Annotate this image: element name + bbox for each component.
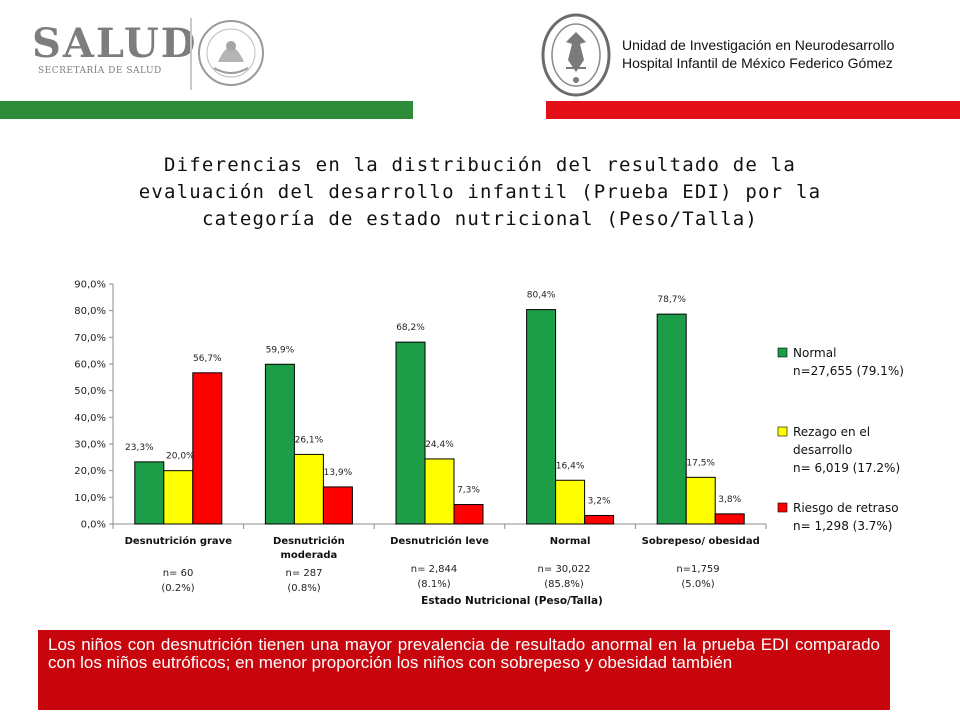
bar <box>192 372 223 525</box>
category-count: (8.1%) <box>417 579 450 590</box>
bar <box>526 309 557 525</box>
data-label: 56,7% <box>193 354 222 364</box>
conclusion-text: Los niños con desnutrición tienen una ma… <box>48 635 880 672</box>
data-label: 24,4% <box>425 440 454 450</box>
y-tick-label: 40,0% <box>74 413 106 424</box>
unit-info: Unidad de Investigación en Neurodesarrol… <box>622 36 894 72</box>
legend-label: Normal <box>793 346 836 360</box>
data-label: 13,9% <box>324 468 353 478</box>
data-label: 3,2% <box>588 496 611 506</box>
conclusion-box: Los niños con desnutrición tienen una ma… <box>38 630 890 710</box>
chart-bars <box>134 309 745 525</box>
header-green-bar <box>0 101 413 119</box>
category-count: (0.8%) <box>287 583 320 594</box>
category-count: n= 2,844 <box>411 564 458 575</box>
bar <box>134 461 165 525</box>
y-tick-label: 80,0% <box>74 306 106 317</box>
y-tick-label: 0,0% <box>81 520 106 531</box>
legend-label: n= 6,019 (17.2%) <box>793 461 900 475</box>
bar <box>656 313 687 525</box>
bar <box>424 458 455 525</box>
unit-line-2: Hospital Infantil de México Federico Góm… <box>622 55 893 71</box>
y-tick-label: 20,0% <box>74 466 106 477</box>
category-label: Desnutrición grave <box>125 535 233 547</box>
y-tick-label: 10,0% <box>74 493 106 504</box>
x-axis-title: Estado Nutricional (Peso/Talla) <box>421 595 603 607</box>
category-count: n= 60 <box>163 568 194 579</box>
data-label: 80,4% <box>527 291 556 301</box>
y-tick-label: 90,0% <box>74 280 106 291</box>
data-label: 7,3% <box>457 486 480 496</box>
unit-line-1: Unidad de Investigación en Neurodesarrol… <box>622 37 895 53</box>
category-label: moderada <box>280 550 337 561</box>
bar <box>685 476 716 525</box>
bar <box>453 504 484 525</box>
title-line-1: Diferencias en la distribución del resul… <box>164 154 796 176</box>
data-label: 59,9% <box>266 345 295 355</box>
data-label: 23,3% <box>125 443 154 453</box>
y-tick-label: 70,0% <box>74 333 106 344</box>
bar <box>264 363 295 525</box>
bar <box>584 514 615 525</box>
chart-legend: Normal n=27,655 (79.1%) Rezago en el desarr… <box>777 346 904 533</box>
data-label: 26,1% <box>295 435 324 445</box>
category-count: n=1,759 <box>676 564 719 575</box>
header-divider <box>190 18 192 90</box>
y-tick-label: 30,0% <box>74 440 106 451</box>
category-label: Sobrepeso/ obesidad <box>642 536 760 547</box>
category-count: (85.8%) <box>544 579 584 590</box>
data-label: 16,4% <box>556 461 585 471</box>
salud-logo-subtitle: SECRETARÍA DE SALUD <box>38 66 162 76</box>
title-line-3: categoría de estado nutricional (Peso/Ta… <box>201 208 759 230</box>
legend-label: n= 1,298 (3.7%) <box>793 519 893 533</box>
chart-data-labels: 23,3% 59,9% 68,2% 80,4% 78,7% 20,0% 26,1% 24,4%… <box>125 291 742 507</box>
mexico-coat-of-arms-seal <box>198 20 264 86</box>
header-red-bar <box>546 101 960 119</box>
legend-label: Rezago en el <box>793 425 870 439</box>
legend-swatch <box>777 426 788 437</box>
category-count: n= 30,022 <box>538 564 591 575</box>
legend-label: Riesgo de retraso <box>793 501 899 515</box>
category-label: Desnutrición <box>273 535 345 547</box>
y-tick-label: 60,0% <box>74 360 106 371</box>
legend-label: n=27,655 (79.1%) <box>793 364 904 378</box>
bar <box>293 453 324 525</box>
bar <box>395 341 426 525</box>
chart-category-labels: Desnutrición grave n= 60 (0.2%) Desnutrició… <box>125 535 760 607</box>
data-label: 20,0% <box>166 452 195 462</box>
salud-logo-word: SALUD <box>32 20 198 67</box>
category-label: Normal <box>550 536 591 547</box>
legend-swatch <box>777 347 788 358</box>
category-count: n= 287 <box>286 568 323 579</box>
slide-title: Diferencias en la distribución del resul… <box>60 152 900 233</box>
hospital-infantil-seal <box>541 13 611 97</box>
y-tick-label: 50,0% <box>74 386 106 397</box>
category-count: (0.2%) <box>161 583 194 594</box>
data-label: 78,7% <box>657 295 686 305</box>
bar <box>322 486 353 525</box>
data-label: 17,5% <box>686 458 715 468</box>
title-line-2: evaluación del desarrollo infantil (Prue… <box>138 181 822 203</box>
data-label: 3,8% <box>718 495 741 505</box>
legend-label: desarrollo <box>793 443 852 457</box>
legend-swatch <box>777 502 788 513</box>
category-label: Desnutrición leve <box>390 535 489 547</box>
data-label: 68,2% <box>396 323 425 333</box>
bar-chart: 0,0% 10,0% 20,0% 30,0% 40,0% 50,0% 60,0% 70,0% 8… <box>74 280 904 608</box>
bar <box>714 513 745 525</box>
bar <box>163 470 194 525</box>
category-count: (5.0%) <box>681 579 714 590</box>
bar <box>555 479 586 525</box>
